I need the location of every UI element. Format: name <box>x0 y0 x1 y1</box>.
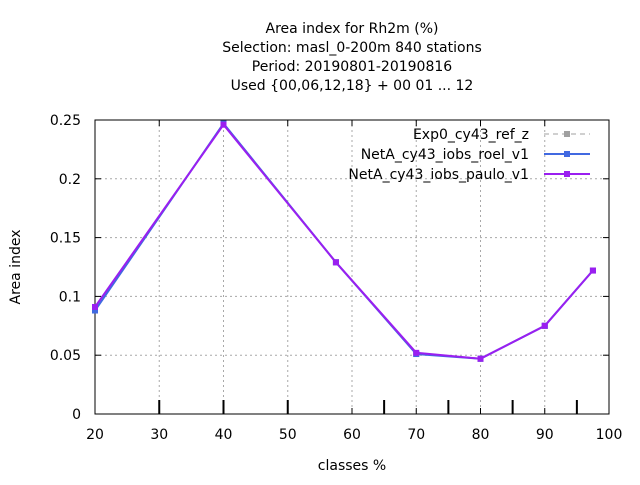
chart-title: Area index for Rh2m (%) Selection: masl_0… <box>222 21 482 94</box>
y-axis: 0 0.05 0.1 0.15 0.2 0.25 <box>50 113 609 423</box>
legend-marker <box>564 151 570 157</box>
title-line: Period: 20190801-20190816 <box>252 59 452 75</box>
data-point <box>92 307 98 314</box>
y-tick-label: 0.2 <box>59 172 81 188</box>
y-tick-label: 0.15 <box>50 231 81 247</box>
x-axis: 20 30 40 50 60 70 80 90 100 <box>86 120 622 443</box>
x-tick-label: 90 <box>536 427 554 443</box>
x-tick-label: 30 <box>150 427 168 443</box>
data-point <box>541 322 548 329</box>
data-point <box>589 267 596 274</box>
x-tick-label: 60 <box>343 427 361 443</box>
x-axis-label: classes % <box>318 458 386 474</box>
x-tick-label: 50 <box>279 427 297 443</box>
legend: Exp0_cy43_ref_z NetA_cy43_iobs_roel_v1 Net… <box>348 127 590 183</box>
x-tick-label: 20 <box>86 427 104 443</box>
legend-label: Exp0_cy43_ref_z <box>413 127 529 143</box>
legend-label: NetA_cy43_iobs_paulo_v1 <box>348 167 529 183</box>
data-point <box>220 121 227 128</box>
data-point <box>477 355 484 362</box>
y-tick-label: 0.25 <box>50 113 81 129</box>
data-point <box>92 303 98 310</box>
y-tick-label: 0.05 <box>50 348 81 364</box>
legend-marker <box>564 171 570 177</box>
class-marks <box>158 400 578 414</box>
y-axis-label: Area index <box>8 230 24 305</box>
y-tick-label: 0.1 <box>59 289 81 305</box>
legend-marker <box>564 131 570 137</box>
data-point <box>413 349 420 356</box>
data-point <box>332 259 339 266</box>
series <box>92 120 596 362</box>
y-tick-label: 0 <box>72 407 81 423</box>
series-2 <box>92 121 596 362</box>
title-line: Area index for Rh2m (%) <box>266 21 439 37</box>
title-line: Used {00,06,12,18} + 00 01 ... 12 <box>231 78 474 94</box>
x-tick-label: 80 <box>472 427 490 443</box>
legend-label: NetA_cy43_iobs_roel_v1 <box>361 147 529 163</box>
x-tick-label: 100 <box>596 427 623 443</box>
title-line: Selection: masl_0-200m 840 stations <box>222 40 482 56</box>
grid <box>95 120 609 414</box>
x-tick-label: 70 <box>407 427 425 443</box>
x-tick-label: 40 <box>215 427 233 443</box>
